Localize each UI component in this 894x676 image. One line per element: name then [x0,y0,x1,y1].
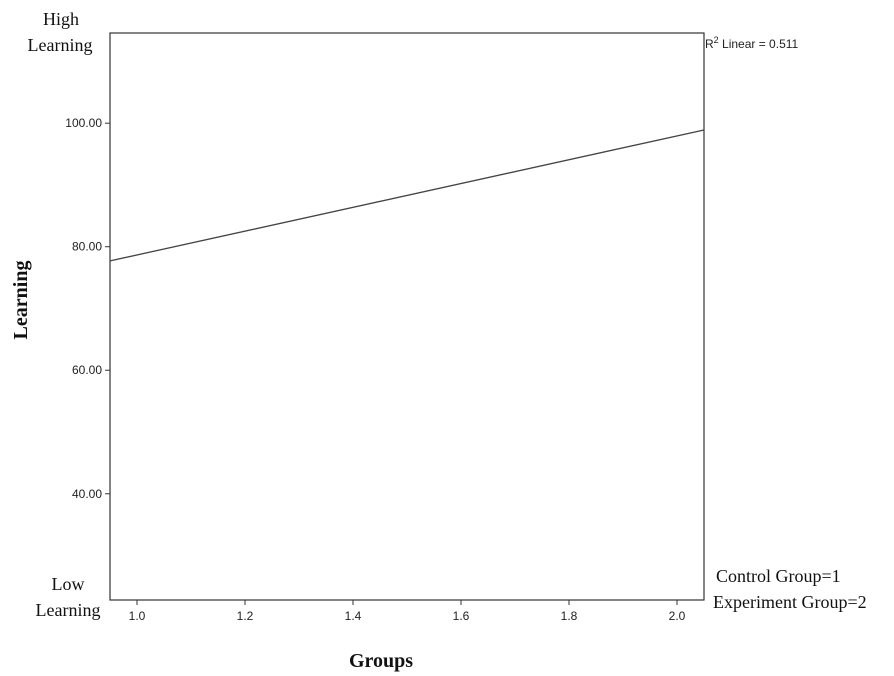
group-legend-line1: Control Group=1 [716,566,841,586]
y-top-annotation-line2: Learning [28,35,93,55]
y-bottom-annotation-line1: Low [52,574,85,594]
x-tick-label: 1.6 [453,609,470,623]
y-tick-label: 40.00 [72,487,102,501]
x-axis-title: Groups [349,650,413,672]
y-axis-ticks: 40.00 60.00 80.00 100.00 [65,116,110,501]
x-axis-ticks: 1.0 1.2 1.4 1.6 1.8 2.0 [129,600,686,623]
fit-line [109,129,705,262]
y-axis-title: Learning [10,261,32,340]
y-tick-label: 100.00 [65,116,102,130]
y-tick-label: 80.00 [72,240,102,254]
y-tick-label: 60.00 [72,363,102,377]
r-squared-label: R2 Linear = 0.511 [705,35,799,51]
r-squared-prefix: R [705,37,714,51]
y-bottom-annotation-line2: Learning [36,600,101,620]
y-top-annotation-line1: High [43,9,79,29]
group-legend-line2: Experiment Group=2 [713,592,867,612]
x-tick-label: 1.2 [237,609,254,623]
x-tick-label: 2.0 [669,609,686,623]
x-tick-label: 1.8 [561,609,578,623]
x-tick-label: 1.0 [129,609,146,623]
series-layer [109,129,705,262]
r-squared-superscript: 2 [714,35,719,45]
r-squared-value: Linear = 0.511 [719,37,799,51]
x-tick-label: 1.4 [345,609,362,623]
plot-area [109,32,705,601]
